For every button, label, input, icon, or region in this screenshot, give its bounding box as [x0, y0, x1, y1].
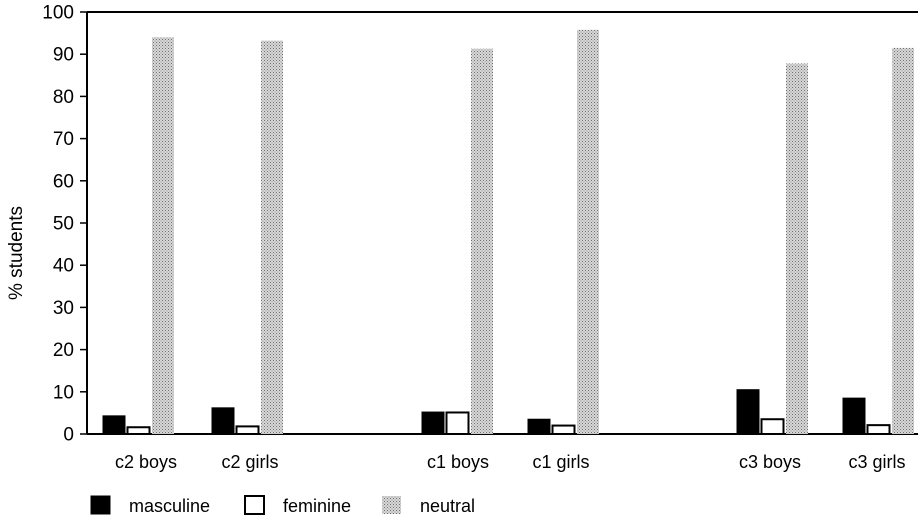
y-tick-label: 10	[53, 382, 74, 403]
y-tick-label: 60	[53, 171, 74, 192]
bars	[102, 29, 914, 436]
x-tick-label: c1 girls	[532, 452, 589, 472]
bar-feminine	[866, 424, 891, 436]
bar-neutral	[786, 63, 808, 434]
legend-label-masculine: masculine	[129, 496, 210, 516]
legend: masculine feminine neutral	[90, 495, 475, 516]
y-tick-label: 30	[53, 298, 74, 319]
legend-label-feminine: feminine	[283, 496, 351, 516]
y-tick-label: 0	[63, 425, 74, 446]
bar-feminine	[445, 411, 470, 435]
y-tick-label: 80	[53, 87, 74, 108]
legend-label-neutral: neutral	[420, 496, 475, 516]
x-tick-labels: c2 boys c2 girls c1 boys c1 girls c3 boys c3 …	[115, 452, 906, 472]
y-tick-label: 70	[53, 129, 74, 150]
y-axis-label: % students	[6, 206, 27, 300]
bar-feminine	[126, 426, 151, 435]
bar-neutral	[892, 47, 914, 435]
legend-swatch-masculine	[90, 495, 111, 515]
y-tick-label: 50	[53, 214, 74, 235]
y-tick-label: 20	[53, 340, 74, 361]
x-tick-label: c3 girls	[848, 452, 905, 472]
bar-masculine	[102, 415, 126, 435]
bar-feminine	[551, 424, 576, 435]
bar-feminine	[760, 418, 785, 436]
x-tick-label: c2 boys	[115, 452, 177, 472]
legend-swatch-feminine	[244, 495, 265, 515]
x-tick-label: c3 boys	[739, 452, 801, 472]
bar-masculine	[527, 418, 551, 435]
bar-masculine	[211, 407, 235, 435]
x-tick-label: c1 boys	[427, 452, 489, 472]
y-tick-label: 40	[53, 256, 74, 277]
bar-neutral	[261, 40, 283, 435]
bar-neutral	[152, 37, 174, 434]
bar-neutral	[471, 48, 493, 435]
bar-neutral	[577, 29, 599, 434]
bar-masculine	[842, 397, 866, 435]
legend-swatch-neutral	[382, 496, 401, 514]
y-tick-label: 90	[53, 45, 74, 66]
y-tick-label: 100	[42, 3, 74, 24]
bar-masculine	[736, 389, 760, 435]
bar-feminine	[235, 425, 260, 435]
x-tick-label: c2 girls	[221, 452, 278, 472]
bar-masculine	[421, 411, 445, 435]
